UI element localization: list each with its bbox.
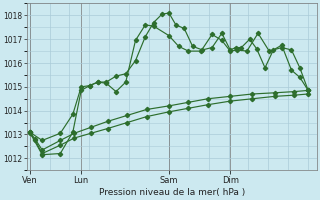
X-axis label: Pression niveau de la mer( hPa ): Pression niveau de la mer( hPa ) xyxy=(99,188,245,197)
